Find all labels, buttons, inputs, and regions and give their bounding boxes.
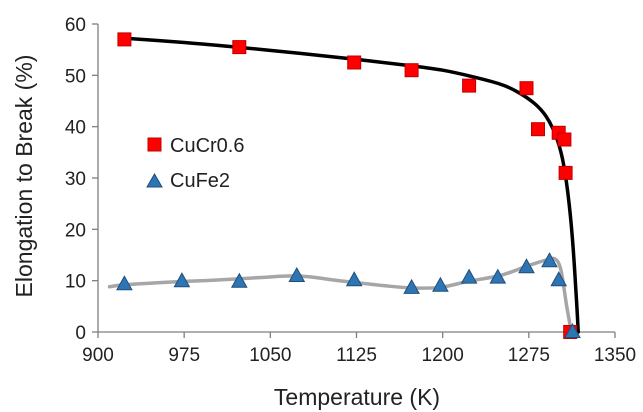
axes <box>92 23 616 338</box>
cufe-data-point <box>489 268 507 284</box>
cucr-data-point <box>404 63 419 78</box>
x-tick-label: 900 <box>82 345 114 366</box>
x-tick-label: 1275 <box>508 345 550 366</box>
x-tick-label: 1125 <box>336 345 377 366</box>
data-markers <box>116 32 581 339</box>
y-tick-label: 50 <box>65 66 86 87</box>
cucr-data-point <box>558 165 573 180</box>
y-tick-label: 40 <box>65 118 86 139</box>
cufe-data-point <box>518 258 535 274</box>
cucr-data-point <box>531 122 545 137</box>
cufe-data-point <box>116 275 133 291</box>
cucr-data-point <box>347 55 362 70</box>
x-axis-title: Temperature (K) <box>274 384 440 410</box>
cufe-data-point <box>230 272 248 288</box>
cufe-data-point <box>288 266 306 282</box>
cucr-data-point <box>232 40 247 55</box>
cufe-data-point <box>173 272 191 288</box>
cucr-data-point <box>462 78 477 93</box>
cufe-data-point <box>564 322 581 338</box>
legend-item-cufe: CuFe2 <box>146 170 230 192</box>
y-tick-label: 30 <box>65 169 86 190</box>
cufe-data-point <box>460 268 478 284</box>
y-tick-label: 60 <box>65 15 86 36</box>
cucr-data-point <box>117 32 132 47</box>
y-tick-label: 10 <box>65 272 86 293</box>
cufe-data-point <box>345 271 363 287</box>
y-tick-label: 0 <box>75 323 86 344</box>
trendlines <box>107 36 580 334</box>
tick-labels: 0 10 20 30 40 50 60 900 975 1050 1125 1200 1275 1350 <box>65 15 636 366</box>
cufe-data-point <box>550 271 568 287</box>
cufe-data-point <box>403 278 420 294</box>
cufe-data-point <box>541 252 558 268</box>
x-tick-label: 1050 <box>249 345 291 366</box>
trendline-cucr <box>119 36 580 334</box>
legend-item-cucr: CuCr0.6 <box>147 135 244 157</box>
y-axis-title: Elongation to Break (%) <box>11 55 37 298</box>
x-tick-label: 975 <box>168 345 200 366</box>
cufe-data-point <box>432 276 449 292</box>
y-tick-label: 20 <box>65 220 86 241</box>
legend-label-cufe: CuFe2 <box>170 170 230 192</box>
trendline-cufe <box>107 256 574 334</box>
cucr-data-point <box>519 81 534 96</box>
x-tick-label: 1350 <box>594 345 636 366</box>
legend-label-cucr: CuCr0.6 <box>170 135 244 157</box>
legend-square-marker <box>147 137 162 152</box>
legend-triangle-marker <box>146 172 163 188</box>
legend: CuCr0.6 CuFe2 <box>146 135 244 192</box>
x-tick-label: 1200 <box>422 345 464 366</box>
cucr-data-point <box>557 132 572 147</box>
